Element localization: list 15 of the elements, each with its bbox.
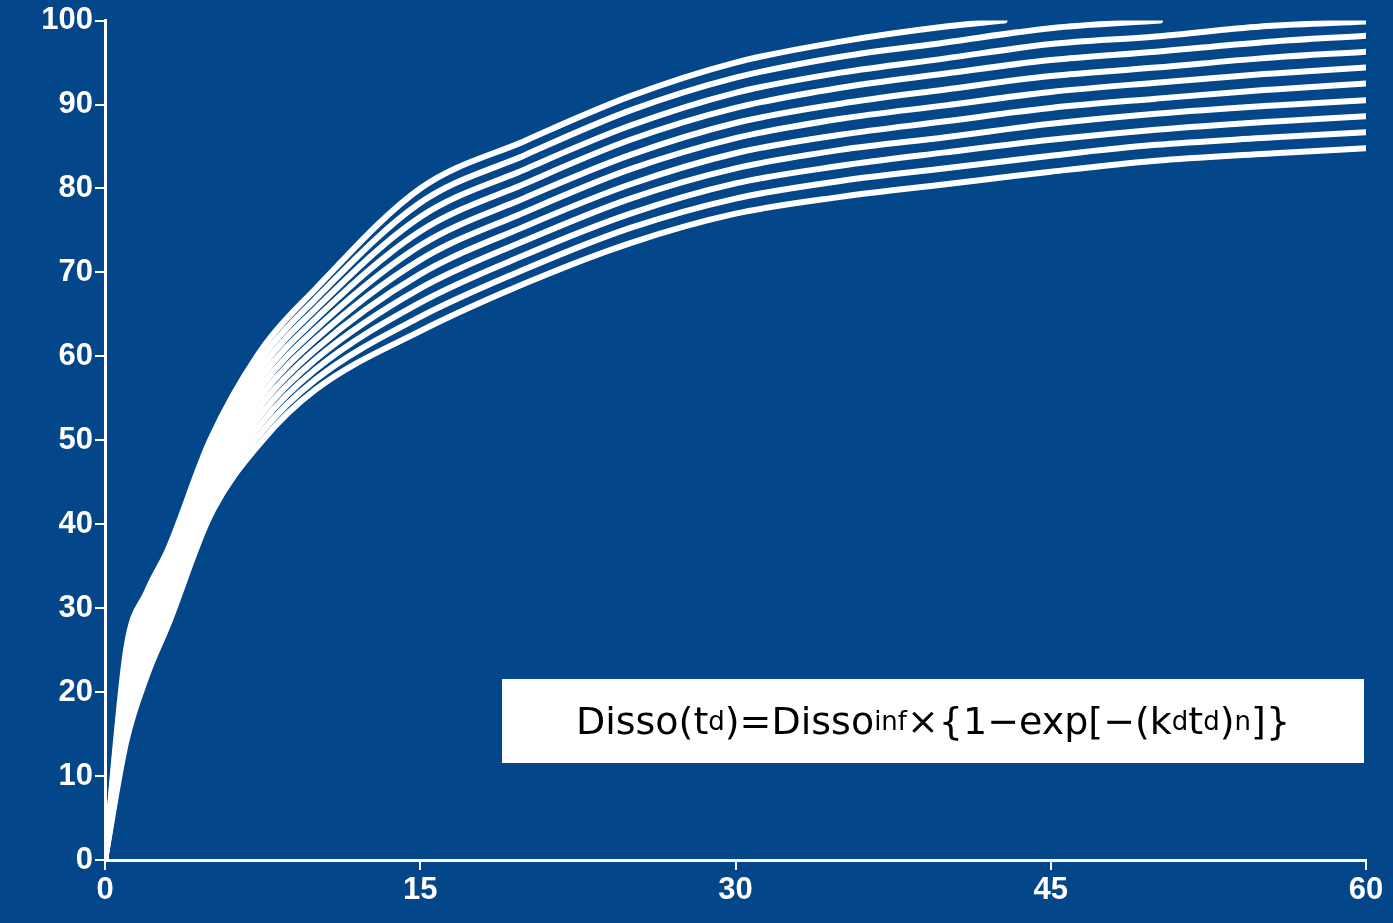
y-tick-label: 100 — [41, 1, 93, 37]
x-tick-label: 60 — [1348, 871, 1384, 907]
x-tick-label: 15 — [403, 871, 438, 907]
y-tick-label: 30 — [58, 588, 93, 624]
y-tick-label: 20 — [58, 672, 93, 708]
x-tick-label: 45 — [1033, 871, 1068, 907]
y-tick-label: 50 — [58, 420, 93, 456]
y-tick-label: 10 — [58, 756, 93, 792]
x-tick-label: 30 — [718, 871, 753, 907]
y-tick-label: 40 — [58, 504, 93, 540]
y-tick-label: 90 — [58, 85, 93, 121]
y-tick-label: 70 — [58, 252, 93, 288]
y-tick-label: 0 — [75, 840, 93, 876]
y-tick-label: 60 — [58, 336, 93, 372]
y-tick-label: 80 — [58, 169, 93, 205]
